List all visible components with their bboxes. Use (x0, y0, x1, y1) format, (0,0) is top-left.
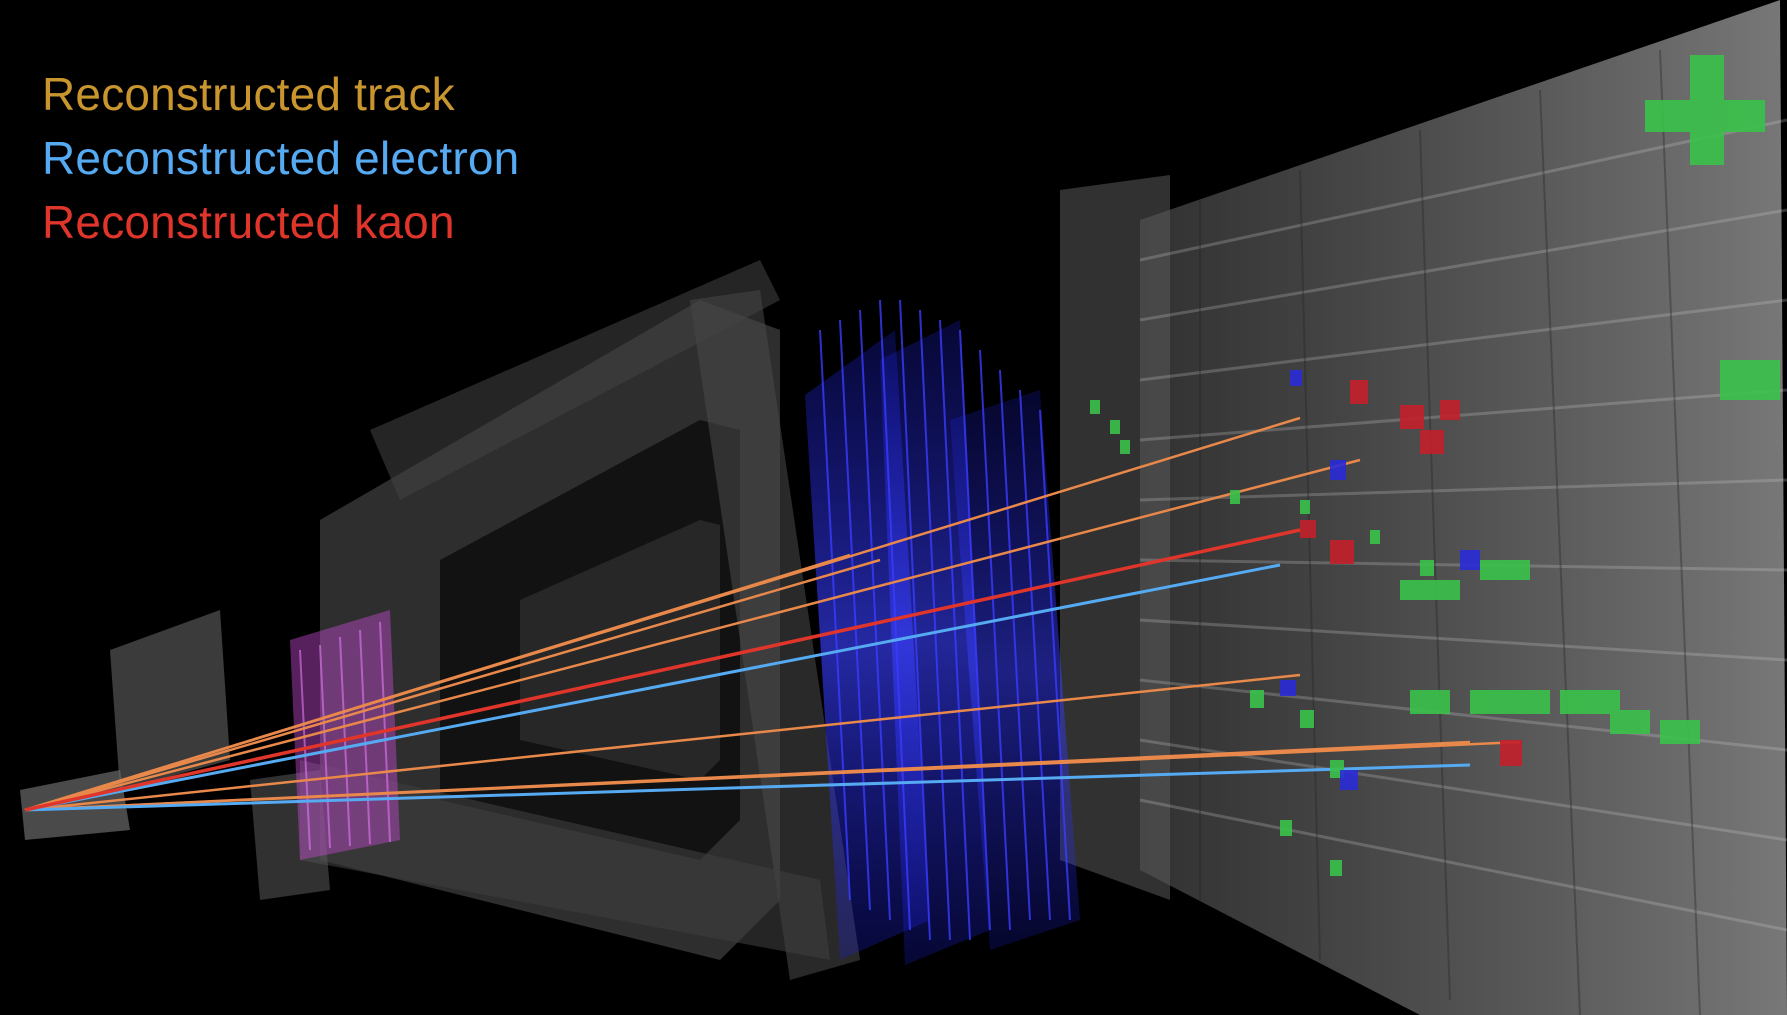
legend-item-track: Reconstructed track (42, 62, 519, 126)
legend-item-electron: Reconstructed electron (42, 126, 519, 190)
legend-label-kaon: Reconstructed kaon (42, 196, 455, 248)
muon-hits (1090, 55, 1780, 876)
tracking-stations (805, 299, 1080, 965)
reconstructed-electrons (24, 563, 1471, 812)
reconstructed-tracks (24, 416, 1521, 812)
legend-label-electron: Reconstructed electron (42, 132, 520, 184)
magnet-structure (300, 260, 860, 980)
legend: Reconstructed track Reconstructed electr… (42, 62, 519, 254)
calorimeter-hits-red (1300, 380, 1522, 766)
legend-item-kaon: Reconstructed kaon (42, 190, 519, 254)
legend-label-track: Reconstructed track (42, 68, 455, 120)
calorimeter-hits-blue (1280, 370, 1480, 790)
reconstructed-kaons (24, 528, 1301, 812)
calorimeter (1060, 0, 1787, 1015)
